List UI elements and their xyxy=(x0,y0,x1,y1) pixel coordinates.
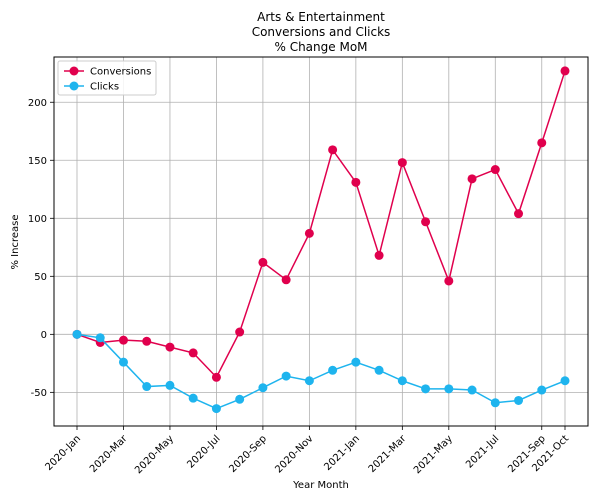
y-tick-label: -50 xyxy=(31,388,47,399)
y-tick-label: 150 xyxy=(28,156,47,167)
data-point-conversions xyxy=(514,209,524,219)
series-line-clicks xyxy=(76,333,566,410)
data-point-conversions xyxy=(165,342,175,352)
data-point-conversions xyxy=(235,327,245,337)
data-point-clicks xyxy=(514,395,524,405)
data-point-conversions xyxy=(374,250,384,260)
x-axis: 2020-Jan 2020-Mar 2020-May 2020-Jul 2020-Sep… xyxy=(44,426,571,476)
x-tick-label: 2021-May xyxy=(412,433,455,476)
chart-title-line-2: Conversions and Clicks xyxy=(252,25,391,39)
data-point-clicks xyxy=(560,376,570,386)
data-point-conversions xyxy=(258,257,268,267)
data-point-clicks xyxy=(118,357,128,367)
x-tick-label: 2021-Mar xyxy=(367,433,409,475)
x-tick-label: 2020-Jul xyxy=(185,433,222,470)
data-point-clicks xyxy=(444,384,454,394)
series-layer xyxy=(72,66,570,414)
data-point-clicks xyxy=(165,380,175,390)
x-tick-label: 2020-Mar xyxy=(88,433,130,475)
grid-lines xyxy=(54,57,588,426)
data-point-clicks xyxy=(188,393,198,403)
data-point-conversions xyxy=(537,138,547,148)
data-point-conversions xyxy=(281,275,291,285)
legend-label-conversions: Conversions xyxy=(90,67,151,78)
series-conversions xyxy=(72,66,570,382)
legend: Conversions Clicks xyxy=(57,60,157,96)
y-axis: -50 0 50 100 150 200 xyxy=(28,98,54,399)
data-point-clicks xyxy=(328,365,338,375)
data-point-conversions xyxy=(351,177,361,187)
chart-title-line-1: Arts & Entertainment xyxy=(257,10,385,24)
x-tick-label: 2021-Jan xyxy=(322,433,362,473)
data-point-conversions xyxy=(421,217,431,227)
data-point-clicks xyxy=(72,329,82,339)
series-clicks xyxy=(72,329,570,414)
data-point-clicks xyxy=(467,385,477,395)
x-tick-label: 2020-May xyxy=(133,433,176,476)
data-point-clicks xyxy=(537,385,547,395)
data-point-clicks xyxy=(142,382,152,392)
chart-title-line-3: % Change MoM xyxy=(274,40,367,54)
y-axis-label: % Increase xyxy=(10,215,21,270)
data-point-conversions xyxy=(560,66,570,76)
series-line-conversions xyxy=(76,70,566,379)
legend-marker-clicks xyxy=(69,81,79,91)
data-point-conversions xyxy=(490,165,500,175)
data-point-conversions xyxy=(444,276,454,286)
data-point-clicks xyxy=(95,333,105,343)
data-point-clicks xyxy=(258,383,268,393)
y-tick-label: 200 xyxy=(28,98,47,109)
data-point-conversions xyxy=(118,335,128,345)
data-point-conversions xyxy=(211,372,221,382)
data-point-clicks xyxy=(211,404,221,414)
x-tick-label: 2020-Nov xyxy=(273,433,315,475)
data-point-conversions xyxy=(397,158,407,168)
data-point-conversions xyxy=(304,228,314,238)
data-point-clicks xyxy=(374,365,384,375)
data-point-conversions xyxy=(188,348,198,358)
y-tick-label: 100 xyxy=(28,214,47,225)
plot-area xyxy=(53,56,589,427)
legend-label-clicks: Clicks xyxy=(90,82,119,93)
data-point-clicks xyxy=(421,384,431,394)
data-point-conversions xyxy=(328,145,338,155)
data-point-clicks xyxy=(304,376,314,386)
legend-marker-conversions xyxy=(69,66,79,76)
x-axis-label: Year Month xyxy=(292,480,349,491)
data-point-conversions xyxy=(142,336,152,346)
x-tick-label: 2020-Sep xyxy=(227,433,269,475)
y-tick-label: 50 xyxy=(34,272,47,283)
data-point-clicks xyxy=(281,371,291,381)
data-point-clicks xyxy=(490,398,500,408)
x-tick-label: 2021-Jul xyxy=(464,433,501,470)
data-point-clicks xyxy=(235,394,245,404)
y-tick-label: 0 xyxy=(41,330,47,341)
data-point-clicks xyxy=(351,357,361,367)
data-point-conversions xyxy=(467,174,477,184)
data-point-clicks xyxy=(397,376,407,386)
x-tick-label: 2020-Jan xyxy=(44,433,84,473)
